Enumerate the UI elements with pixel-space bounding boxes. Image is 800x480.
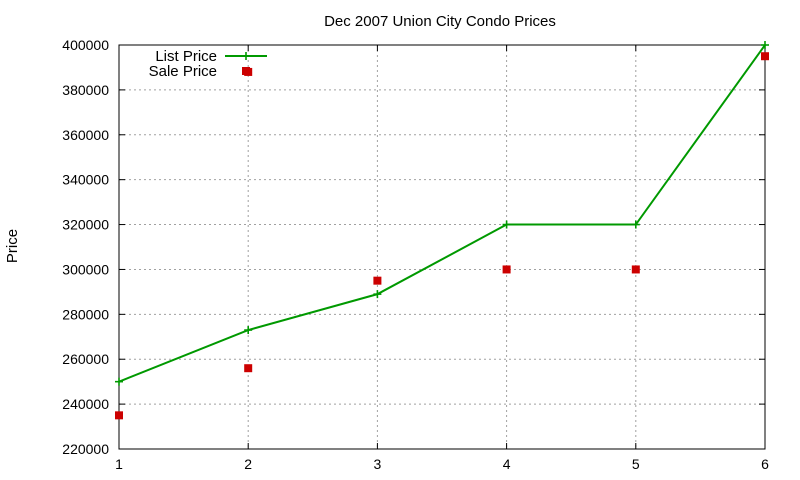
sale-price-point xyxy=(761,52,769,61)
series-layer xyxy=(115,41,769,420)
x-tick-label: 6 xyxy=(761,456,769,472)
y-tick-label: 380000 xyxy=(62,82,109,98)
axis-ticks: 1 2 3 4 5 6 220000 240000 260000 280000 300000 3200… xyxy=(62,37,769,472)
y-tick-label: 260000 xyxy=(62,351,109,367)
list-price-point xyxy=(244,326,253,335)
sale-price-point xyxy=(502,265,511,274)
legend-label-sale-price: Sale Price xyxy=(149,63,217,80)
legend-marker-list-price xyxy=(242,52,250,60)
y-tick-label: 360000 xyxy=(62,127,109,143)
y-tick-label: 280000 xyxy=(62,306,109,322)
plot-frame xyxy=(118,44,766,450)
y-tick-label: 340000 xyxy=(62,172,109,188)
x-tick-label: 3 xyxy=(374,456,382,472)
x-tick-label: 5 xyxy=(632,456,640,472)
y-tick-label: 320000 xyxy=(62,217,109,233)
legend-marker-sale-price xyxy=(242,67,250,75)
grid-lines xyxy=(119,45,765,449)
list-price-point xyxy=(502,220,511,229)
y-tick-label: 400000 xyxy=(62,37,109,53)
sale-price-point xyxy=(631,265,640,274)
x-tick-label: 4 xyxy=(503,456,511,472)
y-axis-label: Price xyxy=(4,229,21,263)
list-price-point xyxy=(761,41,769,49)
series-line-list-price xyxy=(118,44,766,383)
sale-price-point xyxy=(373,276,382,285)
list-price-point xyxy=(115,377,123,386)
x-tick-label: 2 xyxy=(244,456,252,472)
x-tick-label: 1 xyxy=(115,456,123,472)
chart-title: Dec 2007 Union City Condo Prices xyxy=(324,13,556,30)
legend-label-list-price: List Price xyxy=(155,48,217,65)
y-tick-label: 240000 xyxy=(62,396,109,412)
y-tick-label: 300000 xyxy=(62,261,109,277)
list-price-point xyxy=(631,220,640,229)
sale-price-point xyxy=(244,364,253,373)
sale-price-point xyxy=(115,411,123,420)
list-price-point xyxy=(373,290,382,299)
y-tick-label: 220000 xyxy=(62,441,109,457)
